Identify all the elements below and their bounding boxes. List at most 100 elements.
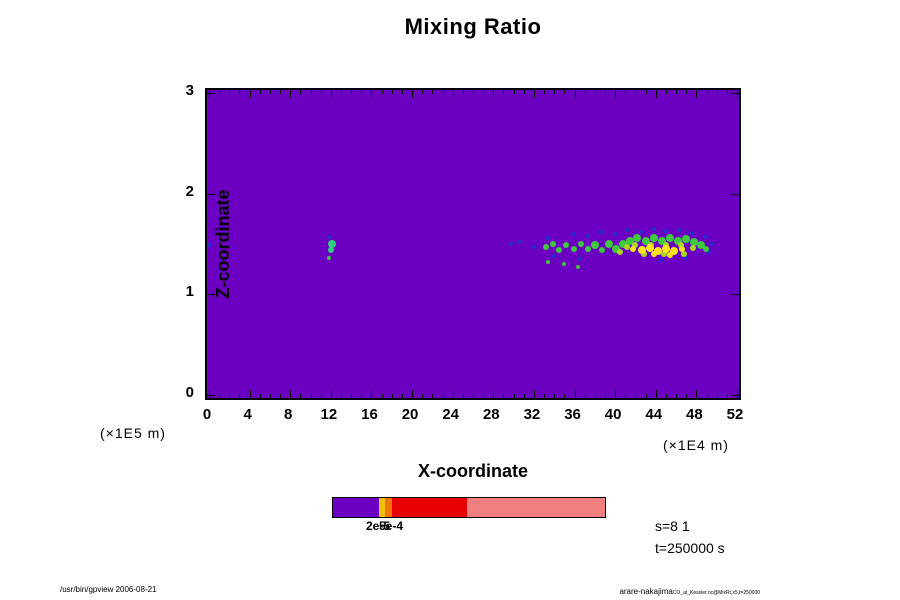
x-major-tick	[655, 90, 657, 98]
x-minor-tick	[209, 90, 210, 94]
chart-title: Mixing Ratio	[404, 14, 542, 39]
footer-user: arare-nakajima	[619, 587, 673, 596]
data-blob	[709, 242, 714, 246]
data-blob	[653, 247, 662, 256]
x-minor-tick	[361, 394, 363, 398]
x-minor-tick	[513, 90, 515, 94]
x-minor-tick	[401, 394, 403, 398]
x-minor-tick	[483, 394, 485, 398]
x-major-tick	[249, 90, 251, 98]
x-major-tick	[574, 90, 576, 98]
data-blob	[590, 241, 599, 249]
x-minor-tick	[412, 90, 414, 94]
x-minor-tick	[655, 90, 657, 94]
x-major-tick	[533, 90, 535, 98]
data-blob	[660, 251, 667, 258]
x-minor-tick	[533, 394, 535, 398]
x-minor-tick	[676, 394, 678, 398]
x-minor-tick	[381, 394, 383, 398]
x-minor-tick	[737, 90, 738, 94]
x-minor-tick	[564, 394, 566, 398]
x-minor-tick	[229, 90, 231, 94]
x-minor-tick	[564, 90, 566, 94]
x-minor-tick	[726, 394, 728, 398]
x-minor-tick	[615, 394, 617, 398]
data-blob	[570, 231, 575, 236]
x-minor-tick	[594, 394, 596, 398]
x-tick-label: 28	[482, 406, 500, 423]
x-minor-tick	[574, 90, 576, 94]
data-blob	[663, 228, 668, 233]
x-minor-tick	[290, 394, 292, 398]
x-major-tick	[493, 90, 495, 98]
x-minor-tick	[249, 394, 251, 398]
x-minor-tick	[473, 394, 474, 398]
y-axis-label: Z-coordinate	[213, 189, 233, 299]
data-blob	[690, 245, 697, 252]
colorbar-segment	[391, 498, 468, 517]
x-minor-tick	[584, 394, 586, 398]
x-minor-tick	[391, 90, 393, 94]
x-minor-tick	[615, 90, 617, 94]
data-blob	[670, 247, 679, 256]
data-blob	[577, 257, 582, 262]
data-blob	[658, 258, 663, 263]
x-minor-tick	[605, 394, 606, 398]
x-minor-tick	[726, 90, 728, 94]
x-minor-tick	[229, 394, 231, 398]
x-tick-label: 32	[523, 406, 541, 423]
data-blob	[563, 242, 570, 248]
x-tick-label: 36	[564, 406, 581, 423]
x-minor-tick	[432, 90, 434, 94]
x-minor-tick	[351, 394, 353, 398]
data-blob	[556, 247, 563, 254]
data-blob	[681, 251, 688, 258]
x-tick-label: 0	[202, 406, 212, 423]
data-blob	[625, 227, 630, 232]
data-blob	[584, 246, 591, 253]
data-blob	[682, 234, 691, 243]
x-minor-tick	[320, 394, 322, 398]
x-minor-tick	[371, 394, 373, 398]
colorbar-segment	[384, 498, 392, 517]
data-blob	[665, 233, 674, 242]
data-blob	[678, 242, 685, 248]
x-minor-tick	[554, 90, 556, 94]
x-minor-tick	[209, 394, 210, 398]
data-blob	[605, 240, 614, 248]
data-blob	[637, 246, 646, 255]
x-minor-tick	[737, 394, 738, 398]
data-blob	[651, 226, 656, 231]
x-minor-tick	[361, 90, 363, 94]
x-minor-tick	[290, 90, 292, 94]
x-minor-tick	[300, 90, 302, 94]
x-minor-tick	[219, 394, 221, 398]
step-annotation: s=8 1	[655, 518, 690, 534]
y-axis-unit-factor: (×1E5 m)	[100, 425, 166, 441]
x-axis-unit-factor: (×1E4 m)	[663, 437, 729, 453]
data-blob	[702, 246, 709, 253]
x-minor-tick	[422, 90, 424, 94]
data-blob	[207, 243, 211, 247]
x-tick-label: 12	[320, 406, 338, 423]
x-major-tick	[412, 90, 414, 98]
data-blob	[706, 250, 711, 255]
y-tick-label: 3	[185, 82, 194, 99]
data-blob	[508, 242, 513, 246]
x-minor-tick	[280, 394, 282, 398]
y-major-tick	[207, 93, 215, 94]
footer-dataset-path: CO_at_Kessler.nc@MixRt,x5,t=250000	[672, 590, 760, 596]
x-tick-label: 52	[726, 406, 744, 423]
x-major-tick	[615, 90, 617, 98]
colorbar-segment	[333, 498, 379, 517]
x-minor-tick	[462, 394, 464, 398]
data-blob	[531, 245, 536, 250]
data-blob	[690, 237, 699, 246]
x-minor-tick	[493, 90, 495, 94]
x-minor-tick	[381, 90, 383, 94]
colorbar-segment	[378, 498, 385, 517]
x-minor-tick	[574, 394, 576, 398]
x-minor-tick	[523, 90, 525, 94]
x-minor-tick	[503, 394, 505, 398]
